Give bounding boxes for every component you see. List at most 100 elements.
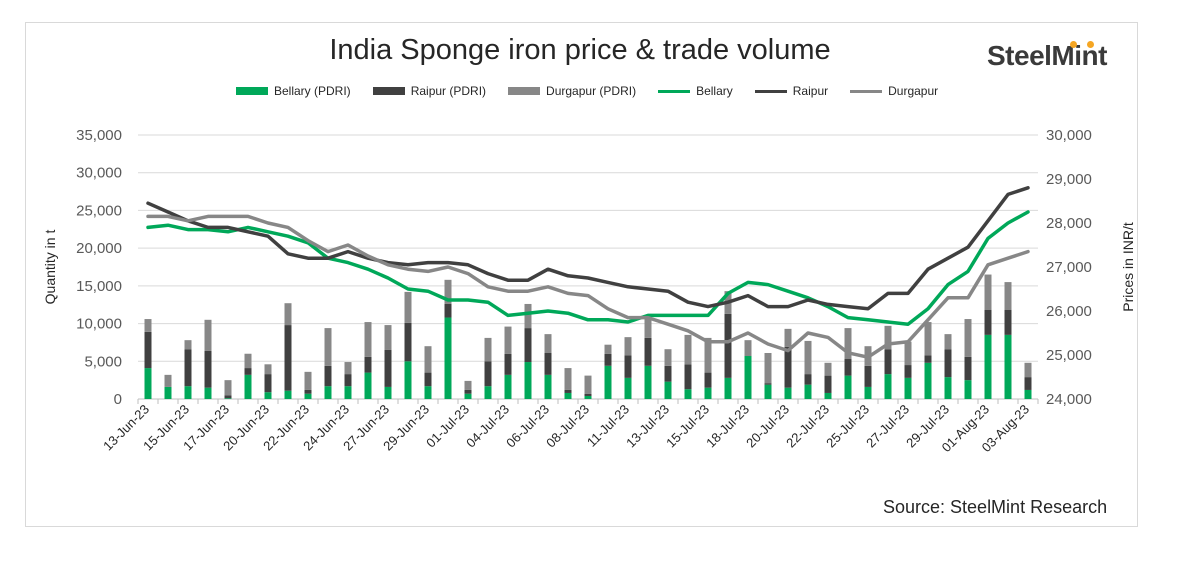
bar-bellary-pdri xyxy=(704,387,712,399)
bar-raipur-pdri xyxy=(664,365,672,382)
bar-bellary-pdri xyxy=(884,374,892,399)
bar-raipur-pdri xyxy=(764,383,772,385)
y-left-tick-label: 25,000 xyxy=(76,202,122,219)
bar-raipur-pdri xyxy=(404,322,412,362)
bar-bellary-pdri xyxy=(144,368,152,399)
bar-bellary-pdri xyxy=(444,317,452,399)
bar-bellary-pdri xyxy=(924,362,932,399)
bar-raipur-pdri xyxy=(804,374,812,385)
bar-raipur-pdri xyxy=(1004,309,1012,335)
bar-bellary-pdri xyxy=(304,393,312,399)
bar-bellary-pdri xyxy=(424,386,432,399)
bar-durgapur-pdri xyxy=(364,322,372,357)
bar-bellary-pdri xyxy=(464,393,472,399)
bar-durgapur-pdri xyxy=(804,340,812,375)
bar-raipur-pdri xyxy=(724,313,732,378)
y-right-tick-label: 28,000 xyxy=(1046,215,1092,232)
y-right-axis-title: Prices in INR/t xyxy=(1120,222,1136,312)
x-tick-label: 01-Jul-23 xyxy=(423,402,472,451)
bar-durgapur-pdri xyxy=(944,334,952,350)
bar-durgapur-pdri xyxy=(704,337,712,373)
legend-item-durgapur: Durgapur xyxy=(850,84,938,98)
y-left-tick-label: 5,000 xyxy=(84,353,122,370)
bar-durgapur-pdri xyxy=(524,303,532,329)
bar-durgapur-pdri xyxy=(744,340,752,357)
legend-label: Raipur (PDRI) xyxy=(410,84,487,98)
legend-item-bellary-pdri: Bellary (PDRI) xyxy=(236,84,351,98)
x-tick-label: 22-Jul-23 xyxy=(783,402,832,451)
y-right-tick-label: 24,000 xyxy=(1046,391,1092,408)
bar-bellary-pdri xyxy=(244,374,252,399)
bar-raipur-pdri xyxy=(184,349,192,387)
legend-item-durgapur-pdri: Durgapur (PDRI) xyxy=(508,84,636,98)
bar-bellary-pdri xyxy=(804,384,812,399)
legend-label: Durgapur xyxy=(888,84,939,98)
bar-raipur-pdri xyxy=(824,375,832,393)
bar-durgapur-pdri xyxy=(684,334,692,365)
legend-label: Bellary (PDRI) xyxy=(274,84,351,98)
legend-item-raipur-pdri: Raipur (PDRI) xyxy=(372,84,487,98)
bar-durgapur-pdri xyxy=(224,380,232,396)
x-tick-label: 04-Jul-23 xyxy=(463,402,512,451)
y-right-tick-label: 30,000 xyxy=(1046,127,1092,144)
bar-raipur-pdri xyxy=(464,389,472,394)
y-right-tick-label: 25,000 xyxy=(1046,347,1092,364)
legend-swatch xyxy=(236,87,268,95)
bar-durgapur-pdri xyxy=(584,375,592,394)
bar-durgapur-pdri xyxy=(964,319,972,357)
line-raipur xyxy=(146,186,1030,311)
bar-raipur-pdri xyxy=(224,395,232,399)
legend-swatch xyxy=(508,87,541,95)
y-left-axis-title: Quantity in t xyxy=(42,230,58,305)
bar-bellary-pdri xyxy=(164,386,172,399)
bar-raipur-pdri xyxy=(904,365,912,378)
legend-item-raipur: Raipur xyxy=(754,84,828,98)
bar-raipur-pdri xyxy=(544,352,552,375)
y-left-tick-label: 20,000 xyxy=(76,240,122,257)
bar-bellary-pdri xyxy=(764,384,772,399)
bar-bellary-pdri xyxy=(724,377,732,399)
legend-label: Durgapur (PDRI) xyxy=(546,84,637,98)
bar-bellary-pdri xyxy=(604,365,612,399)
bar-raipur-pdri xyxy=(524,328,532,363)
bar-durgapur-pdri xyxy=(464,380,472,390)
x-tick-label: 08-Jul-23 xyxy=(543,402,592,451)
chart-title: India Sponge iron price & trade volume xyxy=(329,34,831,66)
bar-bellary-pdri xyxy=(484,386,492,399)
bar-raipur-pdri xyxy=(564,389,572,393)
bar-bellary-pdri xyxy=(944,377,952,399)
bar-bellary-pdri xyxy=(1004,334,1012,399)
bar-raipur-pdri xyxy=(1024,377,1032,390)
bar-durgapur-pdri xyxy=(324,328,332,366)
bar-raipur-pdri xyxy=(244,368,252,375)
bar-durgapur-pdri xyxy=(664,349,672,366)
chart-frame xyxy=(25,22,1138,527)
bar-durgapur-pdri xyxy=(504,326,512,354)
bar-bellary-pdri xyxy=(204,387,212,399)
bar-durgapur-pdri xyxy=(824,362,832,376)
legend-swatch xyxy=(850,89,883,93)
y-right-tick-label: 29,000 xyxy=(1046,171,1092,188)
bar-bellary-pdri xyxy=(784,387,792,399)
bar-raipur-pdri xyxy=(704,372,712,388)
bar-raipur-pdri xyxy=(844,359,852,376)
source-note: Source: SteelMint Research xyxy=(883,497,1108,517)
y-left-tick-label: 0 xyxy=(114,391,122,408)
bar-durgapur-pdri xyxy=(184,340,192,350)
bar-bellary-pdri xyxy=(184,386,192,399)
bar-durgapur-pdri xyxy=(244,353,252,369)
bar-raipur-pdri xyxy=(684,364,692,390)
y-left-tick-label: 35,000 xyxy=(76,127,122,144)
bar-durgapur-pdri xyxy=(404,291,412,323)
x-tick-label: 27-Jul-23 xyxy=(863,402,912,451)
bar-bellary-pdri xyxy=(324,386,332,399)
bar-raipur-pdri xyxy=(484,361,492,387)
legend-label: Bellary xyxy=(696,84,733,98)
bar-raipur-pdri xyxy=(284,325,292,391)
bar-raipur-pdri xyxy=(584,393,592,396)
bar-raipur-pdri xyxy=(264,374,272,393)
bar-durgapur-pdri xyxy=(264,364,272,375)
bar-bellary-pdri xyxy=(404,361,412,399)
x-tick-label: 06-Jul-23 xyxy=(503,402,552,451)
bar-raipur-pdri xyxy=(644,337,652,366)
